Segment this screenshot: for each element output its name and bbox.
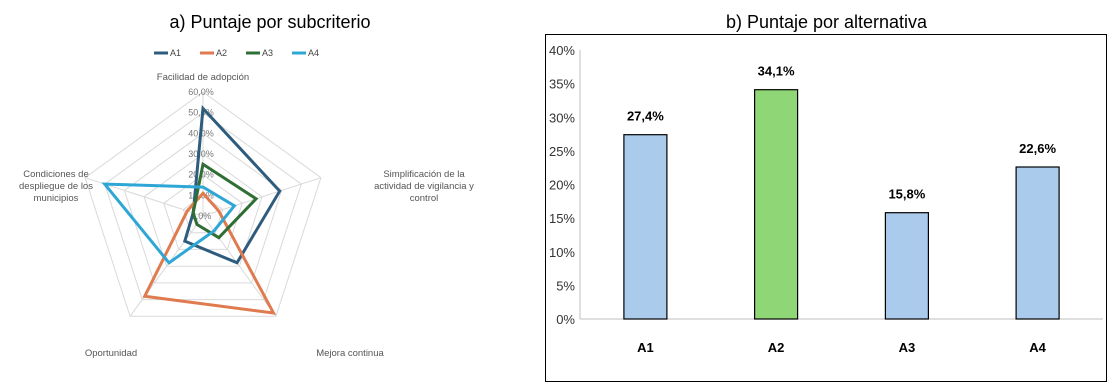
radar-chart-panel: a) Puntaje por subcriterio 0,0% 10,0% 20,0… <box>0 0 540 383</box>
radar-axis-label: Oportunidad <box>85 348 137 359</box>
y-tick-label: 40% <box>549 43 575 58</box>
radar-spoke <box>129 215 204 317</box>
radar-series-a3 <box>191 161 259 240</box>
legend-label-a4: A4 <box>308 48 319 58</box>
radar-spoke <box>202 215 277 317</box>
y-tick-label: 35% <box>549 77 575 92</box>
legend-label-a1: A1 <box>170 48 181 58</box>
radar-chart-title: a) Puntaje por subcriterio <box>169 12 371 32</box>
radar-chart: 0,0%10,0%20,0%30,0%40,0%50,0%60,0%Facili… <box>19 48 474 359</box>
bar-chart-border <box>545 34 1107 382</box>
x-tick-label-a1: A1 <box>637 340 654 355</box>
bar-a2 <box>754 89 799 320</box>
radar-axis-label: Facilidad de adopción <box>157 72 249 83</box>
radar-series-a2 <box>142 191 277 315</box>
bar-chart-panel: b) Puntaje por alternativa 0% 5% 10% 15% 20%… <box>545 0 1108 383</box>
radar-spoke <box>202 177 322 217</box>
data-label-a3: 15,8% <box>888 187 925 202</box>
radar-grid-ring <box>104 112 302 301</box>
radial-tick-label: 60,0% <box>188 87 214 97</box>
y-tick-label: 5% <box>556 278 575 293</box>
x-tick-label-a3: A3 <box>899 340 916 355</box>
data-label-a1: 27,4% <box>627 109 664 124</box>
radar-axis-label: Condiciones de despliegue de los municipio… <box>19 169 93 204</box>
y-tick-label: 10% <box>549 245 575 260</box>
x-tick-label-a2: A2 <box>768 340 785 355</box>
radar-axis-label: Simplificación de la actividad de vigilan… <box>374 169 474 204</box>
y-tick-label: 15% <box>549 211 575 226</box>
radar-series-a1 <box>182 105 282 265</box>
radar-series-a4 <box>101 182 237 265</box>
bar-a4 <box>1015 166 1060 320</box>
radial-tick-label: 50,0% <box>188 108 214 118</box>
data-label-a4: 22,6% <box>1019 141 1056 156</box>
data-label-a2: 34,1% <box>758 64 795 79</box>
legend-label-a3: A3 <box>262 48 273 58</box>
legend-label-a2: A2 <box>216 48 227 58</box>
y-tick-label: 25% <box>549 144 575 159</box>
radar-grid-ring <box>84 91 322 317</box>
radar-axis-label: Mejora continua <box>316 348 384 359</box>
y-tick-label: 20% <box>549 178 575 193</box>
radar-grid-ring <box>182 194 224 234</box>
bar-chart: 0% 5% 10% 15% 20% 25% 30% 35% 40% 27,4% A1 34,1% A2 1… <box>545 34 1107 382</box>
x-tick-label-a4: A4 <box>1029 340 1046 355</box>
radial-tick-label: 0,0% <box>191 211 212 221</box>
bar-a1 <box>623 134 668 320</box>
bar-chart-title: b) Puntaje por alternativa <box>725 12 928 32</box>
y-tick-label: 30% <box>549 110 575 125</box>
y-tick-label: 0% <box>556 312 575 327</box>
radar-grid-ring <box>143 153 263 267</box>
radial-tick-label: 30,0% <box>188 149 214 159</box>
bar-a3 <box>884 212 929 320</box>
